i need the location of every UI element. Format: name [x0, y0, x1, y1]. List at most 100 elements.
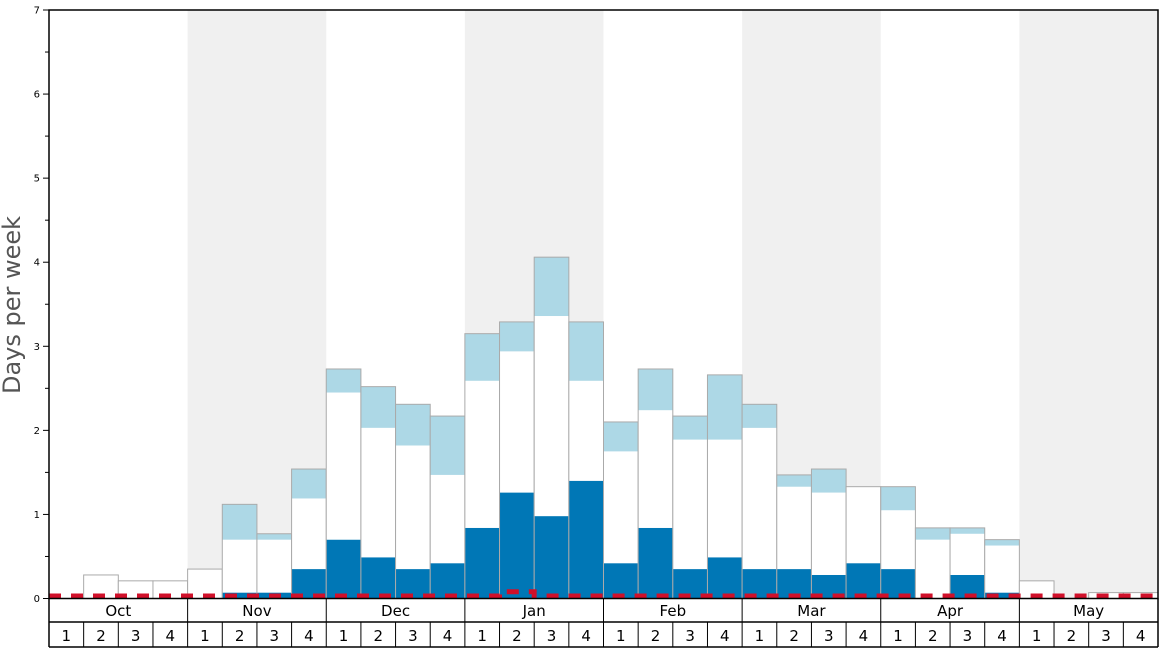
- bar-mar-w2-seg2: [776, 486, 812, 570]
- week-label: 2: [235, 627, 245, 645]
- y-tick-label: 1: [34, 510, 40, 521]
- bar-apr-w3-seg1: [950, 574, 985, 599]
- bar-dec-w4-seg1: [430, 563, 465, 599]
- bar-dec-w4-seg2: [430, 474, 465, 564]
- bar-mar-w4-seg1: [846, 563, 881, 599]
- y-tick-label: 2: [34, 426, 40, 437]
- bar-apr-w2-seg3: [915, 527, 951, 540]
- trend-line: [49, 589, 1158, 599]
- bar-jan-w2-seg1: [499, 492, 535, 599]
- y-tick-label: 4: [34, 258, 40, 269]
- bar-nov-w2-seg3: [222, 504, 257, 540]
- bar-nov-w2-seg1: [222, 592, 257, 599]
- month-label-may: May: [1073, 602, 1104, 620]
- bar-nov-w3-seg2: [256, 539, 292, 593]
- week-label: 3: [1101, 627, 1111, 645]
- week-label: 4: [304, 627, 314, 645]
- bar-apr-w4-seg2: [984, 545, 1020, 593]
- bar-mar-w2-seg3: [776, 474, 812, 487]
- y-axis-label: Days per week: [0, 216, 26, 394]
- bar-feb-w3-seg3: [672, 416, 708, 440]
- bar-dec-w1-seg3: [326, 368, 361, 393]
- bar-feb-w2-seg3: [638, 368, 673, 411]
- week-label: 3: [269, 627, 279, 645]
- week-label: 4: [997, 627, 1007, 645]
- bar-dec-w3-seg2: [395, 445, 431, 570]
- bar-jan-w1-seg2: [464, 380, 500, 528]
- week-label: 2: [373, 627, 383, 645]
- month-label-nov: Nov: [242, 602, 271, 620]
- bar-feb-w4-seg1: [707, 557, 743, 599]
- bar-apr-w2-seg2: [915, 539, 951, 599]
- y-tick-label: 0: [34, 594, 40, 605]
- bar-feb-w2-seg1: [638, 527, 673, 599]
- bar-may-w1-seg2: [1019, 580, 1055, 599]
- week-label: 2: [651, 627, 661, 645]
- week-label: 4: [720, 627, 730, 645]
- bar-nov-w4-seg3: [291, 469, 327, 499]
- week-label: 1: [339, 627, 349, 645]
- bar-jan-w2-seg2: [499, 351, 535, 493]
- month-label-jan: Jan: [522, 602, 546, 620]
- week-label: 2: [789, 627, 799, 645]
- week-label: 3: [963, 627, 973, 645]
- bar-jan-w4-seg3: [568, 321, 604, 381]
- bar-feb-w4-seg2: [707, 439, 743, 558]
- bar-dec-w1-seg2: [326, 392, 361, 540]
- week-label: 2: [928, 627, 938, 645]
- week-label: 3: [824, 627, 834, 645]
- plot-frame: [48, 9, 1159, 648]
- bar-jan-w4-seg1: [568, 480, 604, 599]
- bar-dec-w2-seg1: [360, 557, 396, 599]
- week-label: 3: [547, 627, 557, 645]
- week-label: 3: [131, 627, 141, 645]
- bar-apr-w4-seg1: [984, 592, 1020, 599]
- month-shade-may: [1019, 10, 1158, 599]
- bar-mar-w3-seg3: [811, 469, 847, 493]
- bar-jan-w3-seg3: [534, 257, 569, 317]
- month-label-mar: Mar: [797, 602, 826, 620]
- week-label: 1: [62, 627, 72, 645]
- week-label: 4: [1136, 627, 1146, 645]
- y-axis: 0 1 2 3 4 5 6 7: [34, 6, 49, 605]
- week-label: 3: [685, 627, 695, 645]
- week-label: 1: [200, 627, 210, 645]
- bar-feb-w1-seg1: [603, 563, 639, 599]
- week-label: 4: [443, 627, 453, 645]
- y-tick-label: 3: [34, 342, 40, 353]
- y-tick-label: 5: [34, 174, 40, 185]
- trend-line-path: [49, 589, 1158, 599]
- week-label: 1: [893, 627, 903, 645]
- bar-jan-w3-seg1: [534, 516, 569, 599]
- bar-dec-w4-seg3: [430, 416, 465, 475]
- y-tick-label: 7: [34, 6, 40, 17]
- week-label: 2: [96, 627, 106, 645]
- y-tick-label: 6: [34, 90, 40, 101]
- bar-dec-w2-seg2: [360, 427, 396, 558]
- bar-mar-w3-seg2: [811, 492, 847, 575]
- week-label: 2: [1067, 627, 1077, 645]
- bar-nov-w4-seg2: [291, 498, 327, 570]
- bar-apr-w3-seg2: [950, 533, 985, 575]
- bar-nov-w2-seg2: [222, 539, 257, 593]
- week-label: 4: [166, 627, 176, 645]
- bar-apr-w3-seg3: [950, 527, 985, 534]
- bar-feb-w3-seg2: [672, 439, 708, 570]
- month-label-dec: Dec: [381, 602, 410, 620]
- bar-feb-w1-seg2: [603, 451, 639, 564]
- bar-nov-w3-seg3: [256, 533, 292, 540]
- bar-mar-w1-seg2: [742, 427, 777, 570]
- month-label-feb: Feb: [660, 602, 687, 620]
- bar-feb-w2-seg2: [638, 410, 673, 528]
- bar-dec-w3-seg3: [395, 404, 431, 446]
- bar-oct-w2-seg2: [83, 574, 119, 599]
- bar-jan-w2-seg3: [499, 321, 535, 352]
- month-label-apr: Apr: [937, 602, 964, 620]
- week-label: 1: [477, 627, 487, 645]
- bar-mar-w1-seg3: [742, 404, 777, 428]
- bar-jan-w4-seg2: [568, 380, 604, 481]
- bar-dec-w2-seg3: [360, 386, 396, 428]
- week-label: 4: [581, 627, 591, 645]
- bar-jan-w3-seg2: [534, 316, 569, 517]
